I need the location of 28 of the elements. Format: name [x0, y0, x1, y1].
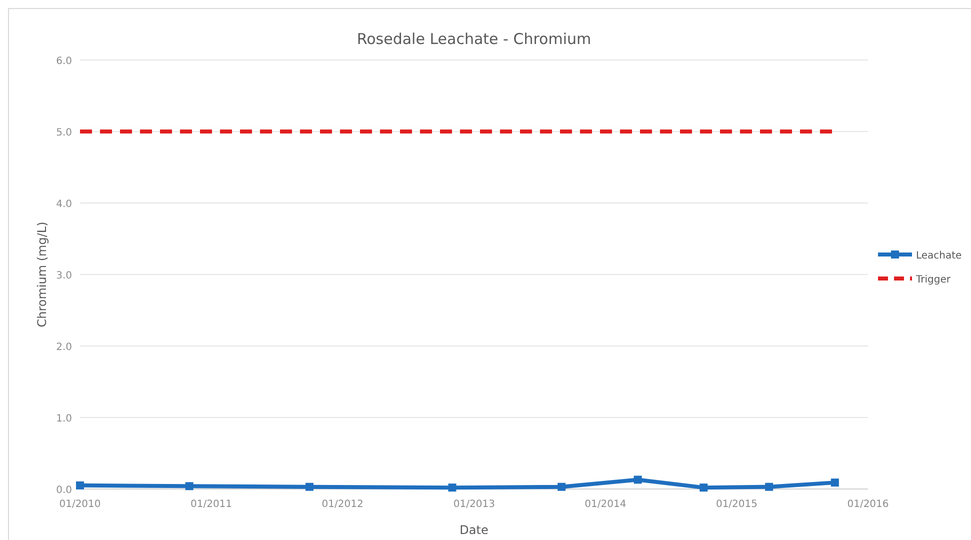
point	[76, 481, 84, 490]
point	[305, 482, 314, 491]
y-tick-label: 4.0	[56, 199, 72, 210]
x-tick-label: 01/2013	[453, 499, 495, 510]
x-tick-label: 01/2015	[716, 499, 758, 510]
point	[185, 482, 194, 490]
y-tick-label: 1.0	[56, 414, 72, 424]
legend-label: Leachate	[916, 250, 962, 262]
x-tick-label: 01/2010	[59, 499, 101, 510]
point	[765, 482, 774, 491]
point	[448, 484, 456, 492]
y-tick-label: 6.0	[56, 56, 72, 67]
point	[700, 484, 708, 492]
y-axis-title: Chromium (mg/L)	[35, 222, 49, 328]
legend-label: Trigger	[915, 274, 952, 286]
y-tick-label: 0.0	[56, 485, 72, 496]
y-tick-label: 2.0	[56, 342, 72, 353]
x-tick-label: 01/2012	[322, 499, 364, 510]
chart-title: Rosedale Leachate - Chromium	[356, 30, 592, 48]
x-tick-label: 01/2011	[190, 499, 232, 510]
point	[634, 476, 642, 484]
x-tick-label: 01/2014	[584, 499, 626, 510]
x-tick-label: 01/2016	[847, 499, 889, 510]
y-tick-label: 3.0	[56, 270, 72, 282]
point	[830, 478, 839, 487]
y-tick-label: 5.0	[56, 128, 72, 138]
point	[558, 482, 566, 491]
x-axis-title: Date	[460, 523, 488, 537]
